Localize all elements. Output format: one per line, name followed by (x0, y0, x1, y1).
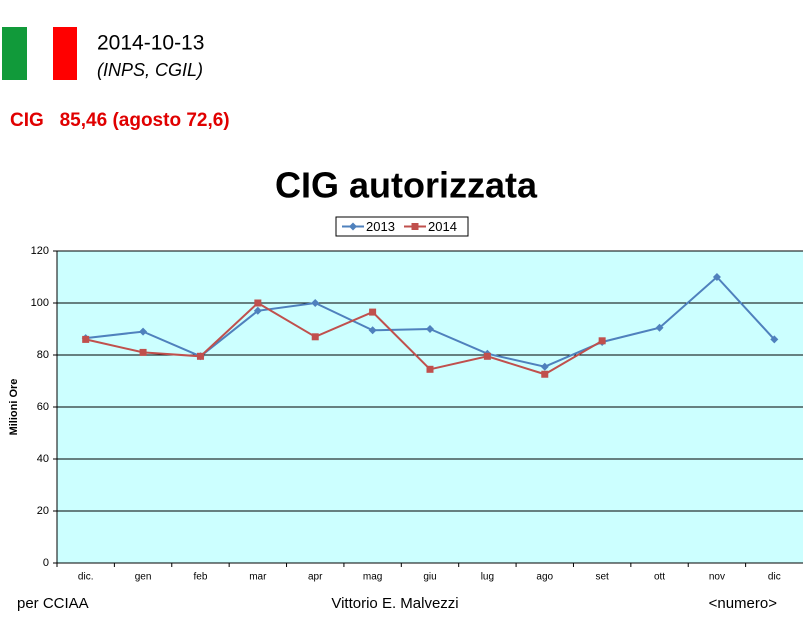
point (139, 348, 147, 356)
legend-marker (411, 223, 419, 230)
point (598, 337, 606, 345)
point (483, 352, 491, 360)
source: (INPS, CGIL) (97, 60, 203, 80)
y-tick-label: 40 (37, 453, 49, 465)
flag-white (27, 27, 53, 80)
point (311, 333, 319, 341)
point (253, 306, 262, 315)
point (655, 323, 664, 332)
x-tick-label: nov (709, 572, 725, 583)
y-tick-label: 100 (31, 297, 49, 309)
x-tick-label: ott (654, 572, 665, 583)
footer-left: per CCIAA (17, 595, 89, 612)
y-tick-label: 120 (31, 245, 49, 257)
point (368, 326, 377, 335)
point (254, 299, 262, 307)
flag-green (2, 27, 27, 80)
x-tick-label: ago (536, 572, 553, 583)
headline: CIG 85,46 (agosto 72,6) (10, 110, 230, 131)
legend-label: 2013 (366, 219, 395, 234)
point (712, 273, 721, 281)
x-tick-label: mar (249, 572, 267, 583)
point (82, 335, 90, 343)
x-tick-label: dic (768, 572, 781, 583)
x-tick-label: lug (481, 572, 494, 583)
point (541, 370, 549, 378)
y-tick-label: 60 (37, 401, 49, 413)
point (426, 365, 434, 373)
flag-red (53, 27, 77, 80)
y-axis-label: Milioni Ore (8, 379, 20, 436)
x-tick-label: giu (423, 572, 436, 583)
legend-marker (349, 222, 357, 231)
legend-label: 2014 (428, 219, 457, 234)
chart-title: CIG autorizzata (275, 165, 538, 206)
footer-center: Vittorio E. Malvezzi (331, 595, 458, 612)
y-tick-label: 20 (37, 505, 49, 517)
x-tick-label: feb (194, 572, 208, 583)
y-tick-label: 0 (43, 557, 49, 569)
point (369, 308, 377, 316)
date: 2014-10-13 (97, 32, 204, 55)
point (311, 299, 320, 307)
footer-right: <numero> (709, 595, 778, 612)
series-line (85, 301, 603, 376)
point (426, 325, 434, 333)
y-tick-label: 80 (37, 349, 49, 361)
x-tick-label: apr (308, 572, 323, 583)
x-tick-label: mag (363, 572, 382, 583)
x-tick-label: set (595, 572, 609, 583)
x-tick-label: gen (135, 572, 152, 583)
x-tick-label: dic. (78, 572, 94, 583)
point (540, 362, 549, 371)
point (139, 327, 148, 336)
point (196, 352, 204, 360)
point (770, 335, 779, 344)
legend-box (335, 216, 469, 237)
